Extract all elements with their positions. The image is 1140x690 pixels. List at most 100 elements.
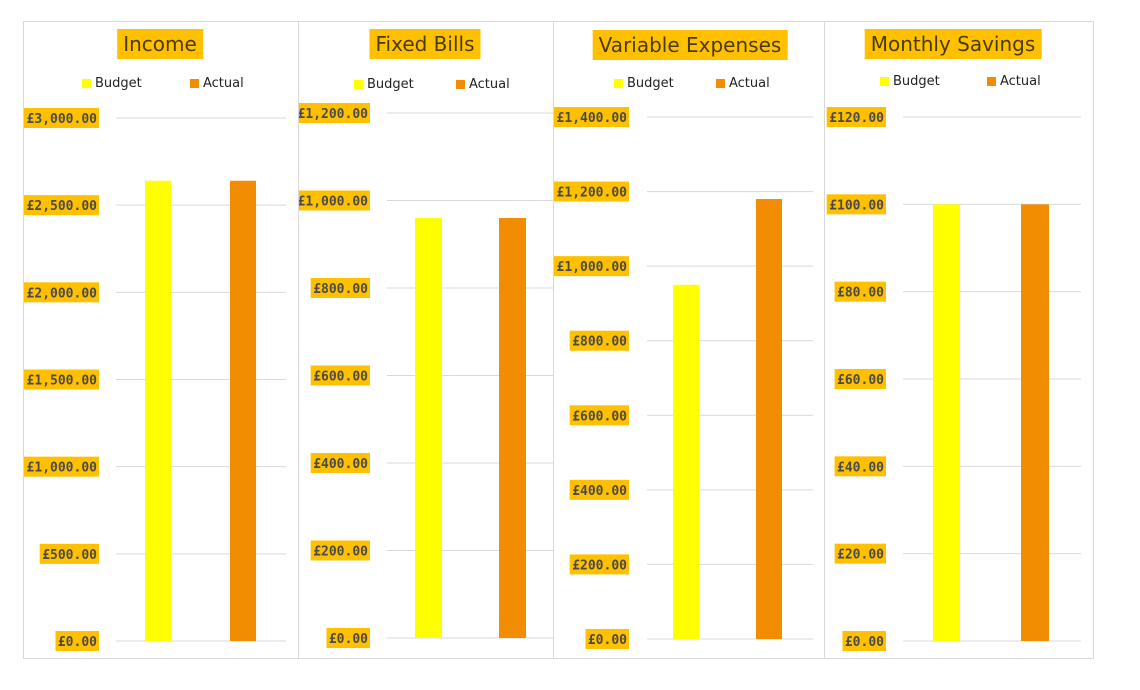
tick-label-bg bbox=[554, 107, 629, 127]
tick-label-bg bbox=[834, 281, 886, 302]
tick-label-bg bbox=[585, 629, 629, 649]
y-tick-label: £1,200.00 bbox=[299, 107, 368, 122]
tick-label-bg bbox=[24, 195, 99, 216]
income-plot: £0.00 £500.00 £1,000.00 £1,500.00 £2,000.00 £… bbox=[24, 108, 286, 651]
legend-actual-label: Actual bbox=[1000, 74, 1041, 89]
income-chart: Income Budget Actual £0.00 £500.00 £1,000.… bbox=[23, 21, 299, 659]
legend-actual: Actual bbox=[987, 74, 1041, 89]
fixed-bills-chart: Fixed Bills Budget Actual £0.00 £200.00 £4… bbox=[298, 21, 554, 659]
y-tick-label: £1,000.00 bbox=[27, 461, 98, 476]
bar-budget bbox=[673, 284, 699, 639]
budget-swatch bbox=[354, 80, 363, 89]
chart-title: Monthly Savings bbox=[864, 29, 1042, 59]
y-tick-label: £600.00 bbox=[572, 409, 627, 424]
y-tick-label: £0.00 bbox=[58, 635, 97, 650]
tick-label-bg bbox=[554, 181, 629, 202]
bar-actual bbox=[1021, 204, 1049, 642]
y-tick-label: £100.00 bbox=[829, 198, 884, 213]
legend-actual-label: Actual bbox=[469, 77, 510, 92]
tick-label-bg bbox=[834, 456, 886, 477]
tick-label-bg bbox=[299, 103, 370, 123]
y-tick-label: £200.00 bbox=[313, 545, 368, 560]
actual-swatch bbox=[716, 79, 725, 88]
legend-budget-label: Budget bbox=[367, 77, 414, 92]
fixed-bills-plot: £0.00 £200.00 £400.00 £600.00 £800.00 £1,000.… bbox=[299, 103, 554, 648]
tick-label-bg bbox=[569, 479, 629, 500]
legend-budget: Budget bbox=[880, 74, 940, 89]
y-tick-label: £0.00 bbox=[588, 633, 627, 648]
bar-budget bbox=[933, 204, 960, 642]
y-tick-label: £400.00 bbox=[572, 484, 627, 499]
tick-label-bg bbox=[310, 278, 370, 298]
y-tick-label: £600.00 bbox=[313, 370, 368, 385]
legend-actual-label: Actual bbox=[729, 76, 770, 91]
tick-label-bg bbox=[569, 405, 629, 426]
y-tick-label: £0.00 bbox=[329, 632, 368, 647]
tick-label-bg bbox=[326, 628, 370, 648]
tick-label-bg bbox=[554, 256, 629, 277]
chart-title: Income bbox=[117, 29, 203, 59]
chart-title: Fixed Bills bbox=[369, 29, 481, 59]
tick-label-bg bbox=[842, 631, 886, 651]
actual-swatch bbox=[190, 79, 199, 88]
y-tick-label: £120.00 bbox=[829, 111, 884, 126]
tick-label-bg bbox=[310, 540, 370, 561]
variable-expenses-chart: Variable Expenses Budget Actual £0.00 £20… bbox=[553, 21, 825, 659]
y-tick-label: £0.00 bbox=[845, 635, 884, 650]
y-tick-label: £1,500.00 bbox=[27, 374, 98, 389]
bar-actual bbox=[499, 218, 526, 638]
y-tick-label: £800.00 bbox=[572, 335, 627, 350]
legend-budget: Budget bbox=[82, 76, 142, 91]
tick-label-bg bbox=[569, 330, 629, 351]
y-tick-label: £1,000.00 bbox=[557, 260, 628, 275]
y-tick-label: £500.00 bbox=[42, 548, 97, 563]
legend-actual: Actual bbox=[190, 76, 244, 91]
tick-label-bg bbox=[826, 107, 886, 127]
bar-actual bbox=[756, 199, 782, 639]
tick-label-bg bbox=[24, 108, 99, 128]
y-tick-label: £60.00 bbox=[837, 373, 884, 388]
tick-label-bg bbox=[569, 554, 629, 575]
tick-label-bg bbox=[24, 456, 99, 477]
y-tick-label: £80.00 bbox=[837, 286, 884, 301]
legend-budget: Budget bbox=[614, 76, 674, 91]
y-tick-label: £2,500.00 bbox=[27, 199, 98, 214]
y-tick-label: £3,000.00 bbox=[27, 112, 98, 127]
y-tick-label: £800.00 bbox=[313, 282, 368, 297]
actual-swatch bbox=[456, 80, 465, 89]
y-tick-label: £400.00 bbox=[313, 457, 368, 472]
variable-expenses-plot: £0.00 £200.00 £400.00 £600.00 £800.00 £1,000.… bbox=[554, 107, 813, 649]
bar-budget bbox=[145, 180, 171, 641]
tick-label-bg bbox=[24, 369, 99, 390]
y-tick-label: £1,000.00 bbox=[299, 195, 368, 210]
bar-budget bbox=[415, 218, 442, 638]
tick-label-bg bbox=[39, 543, 99, 564]
tick-label-bg bbox=[299, 190, 370, 211]
monthly-savings-chart: Monthly Savings Budget Actual £0.00 £20.0… bbox=[824, 21, 1094, 659]
legend-budget-label: Budget bbox=[893, 74, 940, 89]
tick-label-bg bbox=[834, 543, 886, 564]
legend-budget: Budget bbox=[354, 77, 414, 92]
y-tick-label: £1,200.00 bbox=[557, 186, 628, 201]
chart-title: Variable Expenses bbox=[592, 30, 788, 60]
legend-actual: Actual bbox=[456, 77, 510, 92]
tick-label-bg bbox=[826, 194, 886, 215]
tick-label-bg bbox=[24, 282, 99, 303]
y-tick-label: £40.00 bbox=[837, 460, 884, 475]
legend-actual: Actual bbox=[716, 76, 770, 91]
monthly-savings-plot: £0.00 £20.00 £40.00 £60.00 £80.00 £100.00 £120… bbox=[826, 107, 1081, 651]
tick-label-bg bbox=[55, 631, 99, 651]
legend-budget-label: Budget bbox=[627, 76, 674, 91]
y-tick-label: £20.00 bbox=[837, 548, 884, 563]
budget-swatch bbox=[880, 77, 889, 86]
legend-actual-label: Actual bbox=[203, 76, 244, 91]
tick-label-bg bbox=[310, 453, 370, 473]
budget-swatch bbox=[82, 79, 91, 88]
y-tick-label: £200.00 bbox=[572, 558, 627, 573]
tick-label-bg bbox=[834, 369, 886, 389]
bar-actual bbox=[230, 180, 256, 641]
y-tick-label: £1,400.00 bbox=[557, 111, 628, 126]
budget-swatch bbox=[614, 79, 623, 88]
y-tick-label: £2,000.00 bbox=[27, 286, 98, 301]
actual-swatch bbox=[987, 77, 996, 86]
